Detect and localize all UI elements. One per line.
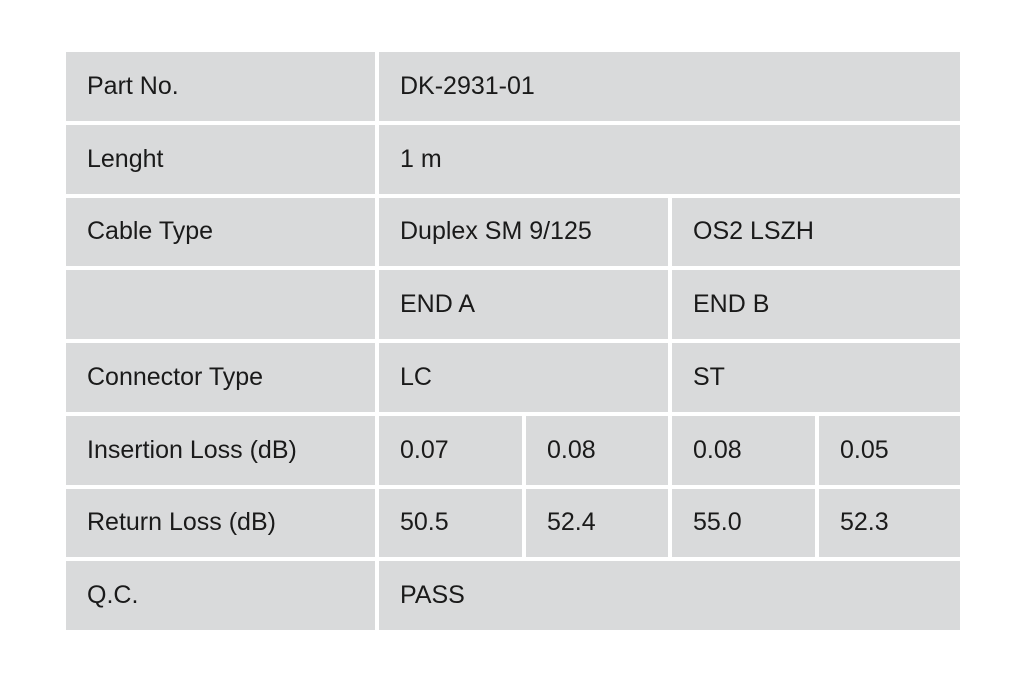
row-label: Return Loss (dB) <box>66 488 375 558</box>
row-label: Lenght <box>66 124 375 194</box>
cable-type-value: Duplex SM 9/125 <box>379 197 668 267</box>
connector-b-value: ST <box>672 343 960 412</box>
cable-type-value: OS2 LSZH <box>672 197 960 267</box>
return-loss-value: 52.3 <box>819 488 960 558</box>
spec-table: Part No. DK-2931-01 Lenght 1 m Cable Typ… <box>66 52 960 630</box>
return-loss-value: 55.0 <box>672 488 815 558</box>
end-a-header: END A <box>379 270 668 339</box>
row-label <box>66 270 375 339</box>
length-value: 1 m <box>379 124 960 194</box>
end-b-header: END B <box>672 270 960 339</box>
insertion-loss-value: 0.08 <box>526 415 668 485</box>
row-label: Insertion Loss (dB) <box>66 415 375 485</box>
part-number-value: DK-2931-01 <box>379 52 960 121</box>
return-loss-value: 52.4 <box>526 488 668 558</box>
return-loss-value: 50.5 <box>379 488 522 558</box>
row-label: Q.C. <box>66 561 375 630</box>
insertion-loss-value: 0.05 <box>819 415 960 485</box>
row-label: Connector Type <box>66 343 375 412</box>
qc-value: PASS <box>379 561 960 630</box>
row-label: Cable Type <box>66 197 375 267</box>
insertion-loss-value: 0.07 <box>379 415 522 485</box>
insertion-loss-value: 0.08 <box>672 415 815 485</box>
connector-a-value: LC <box>379 343 668 412</box>
row-label: Part No. <box>66 52 375 121</box>
